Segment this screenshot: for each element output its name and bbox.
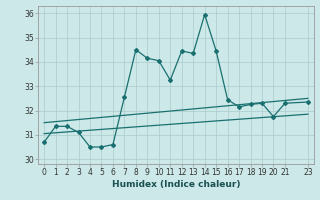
X-axis label: Humidex (Indice chaleur): Humidex (Indice chaleur) [112, 180, 240, 189]
